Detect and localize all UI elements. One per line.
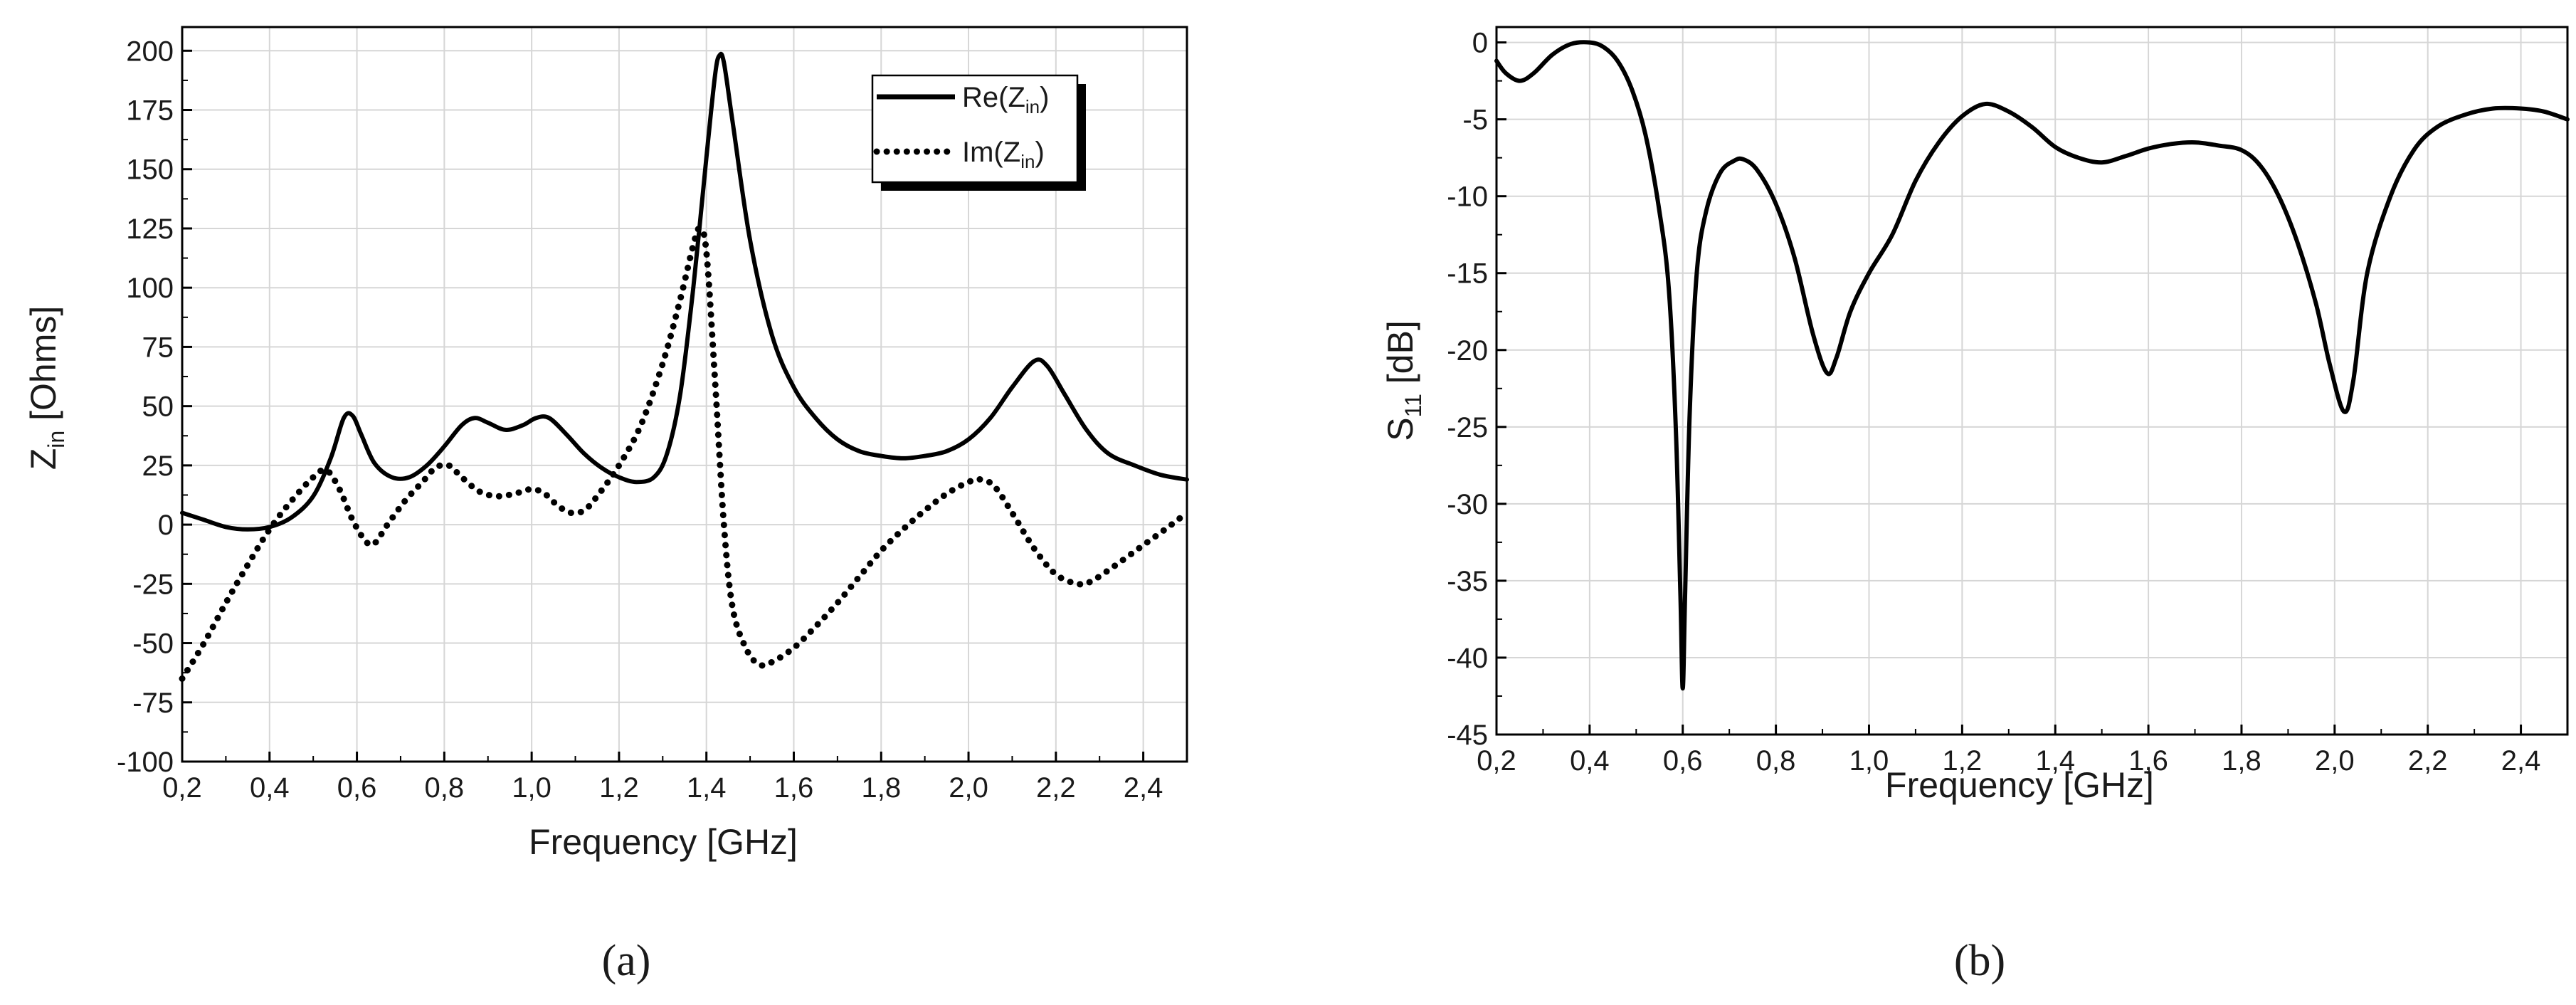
x-tick-label: 1,0 xyxy=(512,772,551,804)
y-tick-label: -40 xyxy=(1447,643,1488,674)
impedance-curves xyxy=(179,51,1191,682)
y-tick-label: -10 xyxy=(1447,181,1488,213)
x-tick-label: 1,4 xyxy=(687,772,727,804)
y-tick-label: 150 xyxy=(126,154,174,186)
x-tick-label: 2,0 xyxy=(949,772,988,804)
y-tick-label: -25 xyxy=(1447,412,1488,443)
x-tick-label: 1,0 xyxy=(1849,745,1889,777)
s11-y-axis-label: S11 [dB] xyxy=(1381,320,1426,441)
x-tick-label: 2,4 xyxy=(2501,745,2541,777)
x-tick-label: 1,4 xyxy=(2035,745,2075,777)
legend-re-main: Re(Z xyxy=(962,82,1025,113)
s11-chart: -45 -40 -35 -30 -25 -20 -15 -10 -5 0 0,2 0,4 0,6 0,8… xyxy=(1381,26,2570,805)
impedance-y-axis-label: Zin [Ohms] xyxy=(23,306,69,470)
x-tick-label: 1,2 xyxy=(599,772,639,804)
y-tick-label: 25 xyxy=(142,451,174,482)
y-tick-label: 0 xyxy=(1472,28,1488,59)
legend-im-end: ) xyxy=(1035,137,1044,168)
x-tick-label: 0,8 xyxy=(425,772,465,804)
impedance-legend: Re(Zin) Im(Zin) xyxy=(871,74,1086,191)
impedance-x-axis-label: Frequency [GHz] xyxy=(529,822,798,862)
impedance-y-label-unit: [Ohms] xyxy=(23,306,63,431)
x-tick-label: 0,6 xyxy=(1663,745,1703,777)
y-tick-label: 175 xyxy=(126,95,174,127)
legend-label-im: Im(Zin) xyxy=(962,137,1045,172)
legend-box xyxy=(871,74,1079,184)
s11-plot-frame xyxy=(1495,26,2569,736)
y-tick-label: -100 xyxy=(117,747,174,778)
y-tick-label: -5 xyxy=(1462,105,1488,136)
y-tick-label: -35 xyxy=(1447,566,1488,597)
impedance-y-tick-labels: -100 -75 -50 -25 0 25 50 75 100 125 150 175 200 xyxy=(117,36,174,778)
x-tick-label: 1,6 xyxy=(774,772,814,804)
impedance-x-tick-labels: 0,2 0,4 0,6 0,8 1,0 1,2 1,4 1,6 1,8 2,0 2,2 2,4 xyxy=(162,772,1163,804)
x-tick-label: 1,8 xyxy=(2222,745,2261,777)
legend-label-re: Re(Zin) xyxy=(962,82,1049,117)
impedance-y-label-subscript: in xyxy=(43,431,69,448)
legend-re-subscript: in xyxy=(1025,96,1040,117)
s11-y-tick-labels: -45 -40 -35 -30 -25 -20 -15 -10 -5 0 xyxy=(1447,28,1488,751)
x-tick-label: 0,4 xyxy=(1570,745,1610,777)
series-re-zin-line xyxy=(180,51,1189,532)
y-tick-label: -75 xyxy=(132,688,174,719)
y-tick-label: -25 xyxy=(132,569,174,600)
x-tick-label: 0,8 xyxy=(1756,745,1796,777)
s11-ticks xyxy=(1495,41,2523,736)
legend-re-end: ) xyxy=(1040,82,1049,113)
y-tick-label: 0 xyxy=(158,510,174,541)
s11-x-tick-labels: 0,2 0,4 0,6 0,8 1,0 1,2 1,4 1,6 1,8 2,0 2,2 2,4 xyxy=(1477,745,2540,777)
impedance-plot-frame xyxy=(181,26,1188,763)
y-tick-label: -20 xyxy=(1447,335,1488,367)
y-tick-label: 125 xyxy=(126,214,174,245)
caption-a: (a) xyxy=(602,937,651,985)
s11-y-label-main: S xyxy=(1381,417,1420,441)
y-tick-label: -30 xyxy=(1447,489,1488,520)
legend-im-main: Im(Z xyxy=(962,137,1020,168)
legend-im-subscript: in xyxy=(1020,151,1035,172)
x-tick-label: 2,0 xyxy=(2315,745,2355,777)
x-tick-label: 1,8 xyxy=(861,772,901,804)
caption-b: (b) xyxy=(1954,937,2005,985)
x-tick-label: 0,6 xyxy=(337,772,377,804)
x-tick-label: 0,2 xyxy=(162,772,202,804)
y-tick-label: -15 xyxy=(1447,258,1488,290)
s11-curves xyxy=(1494,40,2570,691)
y-tick-label: 50 xyxy=(142,391,174,423)
series-im-zin-line xyxy=(179,225,1191,682)
s11-x-axis-label: Frequency [GHz] xyxy=(1885,765,2154,805)
x-tick-label: 0,2 xyxy=(1477,745,1516,777)
y-tick-label: 75 xyxy=(142,332,174,363)
y-tick-label: -45 xyxy=(1447,720,1488,751)
impedance-y-label-main: Z xyxy=(23,448,63,470)
x-tick-label: 0,4 xyxy=(250,772,290,804)
x-tick-label: 2,2 xyxy=(2408,745,2448,777)
x-tick-label: 2,4 xyxy=(1124,772,1163,804)
x-tick-label: 2,2 xyxy=(1036,772,1076,804)
x-tick-label: 1,2 xyxy=(1943,745,1983,777)
impedance-ticks xyxy=(181,49,1145,763)
y-tick-label: 100 xyxy=(126,273,174,304)
y-tick-label: -50 xyxy=(132,628,174,660)
s11-y-label-subscript: 11 xyxy=(1400,394,1426,417)
x-tick-label: 1,6 xyxy=(2128,745,2168,777)
s11-y-label-unit: [dB] xyxy=(1381,320,1420,394)
y-tick-label: 200 xyxy=(126,36,174,67)
s11-gridlines xyxy=(1496,27,2567,735)
series-s11-line xyxy=(1494,40,2570,691)
